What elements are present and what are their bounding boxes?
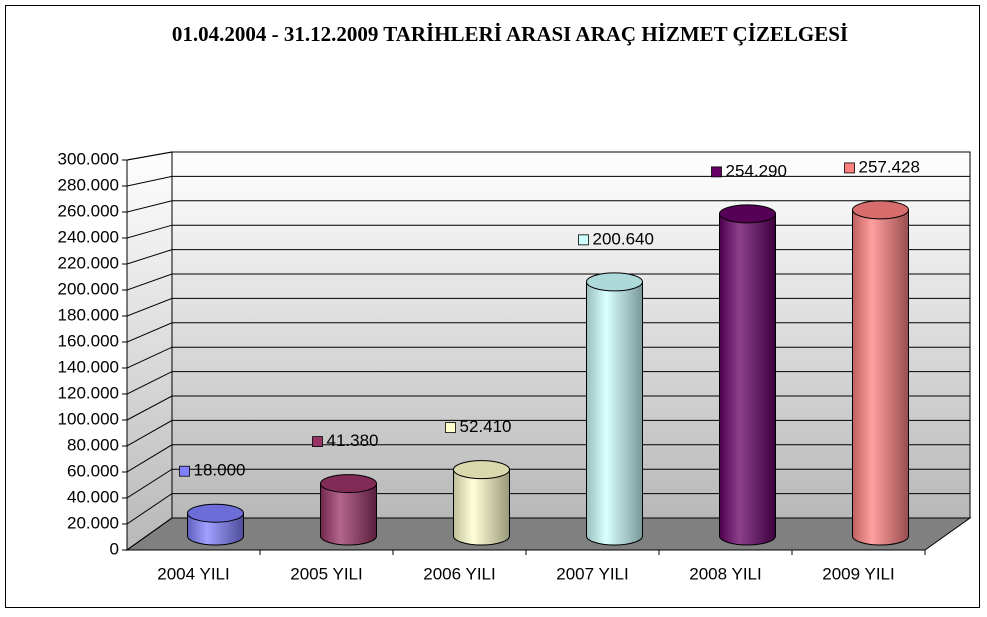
value-label: 254.290 <box>726 161 787 180</box>
bar-top <box>187 503 244 523</box>
y-tick-label: 100.000 <box>58 409 119 428</box>
grid-line <box>126 175 970 187</box>
value-label: 41.380 <box>327 431 379 450</box>
value-label-key <box>445 422 456 434</box>
grid-line <box>126 419 970 447</box>
floor <box>125 517 972 551</box>
y-tick-label: 140.000 <box>58 357 119 376</box>
y-tick-label: 120.000 <box>58 383 119 402</box>
grid-line <box>126 200 970 213</box>
back-wall <box>171 151 971 519</box>
x-tick-label: 2006 YILI <box>423 564 495 583</box>
value-label-key <box>844 162 855 174</box>
grid-line <box>126 444 970 473</box>
bar-top <box>320 474 377 494</box>
bar-top <box>453 460 510 480</box>
x-tick-label: 2005 YILI <box>290 564 362 583</box>
value-label: 200.640 <box>593 229 654 248</box>
y-tick-label: 60.000 <box>67 461 119 480</box>
grid-line <box>126 273 970 291</box>
grid-line <box>126 346 970 369</box>
y-tick-label: 220.000 <box>58 253 119 272</box>
value-label-key <box>312 436 323 447</box>
y-tick-label: 0 <box>110 539 119 558</box>
grid-line <box>126 371 970 395</box>
grid-line <box>126 224 970 239</box>
bar <box>453 469 510 546</box>
x-tick-label: 2004 YILI <box>157 564 229 583</box>
chart-frame <box>5 5 980 608</box>
bar-top <box>586 272 643 292</box>
y-tick-label: 260.000 <box>58 201 119 220</box>
grid-line <box>126 322 970 343</box>
chart-title: 01.04.2004 - 31.12.2009 TARİHLERİ ARASI … <box>171 22 849 46</box>
bar <box>719 213 776 546</box>
value-label: 18.000 <box>194 461 246 480</box>
grid-line <box>126 517 970 551</box>
y-tick-label: 240.000 <box>58 227 119 246</box>
grid-line <box>126 297 970 317</box>
y-tick-label: 160.000 <box>58 331 119 350</box>
y-tick-label: 20.000 <box>67 513 119 532</box>
grid-line <box>126 151 970 161</box>
x-tick-label: 2009 YILI <box>822 564 894 583</box>
y-tick-label: 40.000 <box>67 487 119 506</box>
grid-line <box>126 249 970 265</box>
value-label-key <box>578 234 589 246</box>
value-label-key <box>711 166 722 178</box>
bar-top <box>852 200 909 220</box>
y-tick-label: 300.000 <box>58 149 119 168</box>
grid-line <box>126 468 970 499</box>
grid-line <box>126 395 970 421</box>
y-tick-label: 280.000 <box>58 175 119 194</box>
value-label: 52.410 <box>460 417 512 436</box>
side-wall <box>126 151 173 551</box>
x-tick-label: 2007 YILI <box>556 564 628 583</box>
x-tick-label: 2008 YILI <box>689 564 761 583</box>
bar <box>852 209 909 546</box>
bar-top <box>719 204 776 224</box>
value-label-key <box>179 465 190 477</box>
bar <box>320 483 377 546</box>
value-label: 257.428 <box>859 157 920 176</box>
grid-line <box>126 493 970 525</box>
y-tick-label: 180.000 <box>58 305 119 324</box>
y-tick-label: 80.000 <box>67 435 119 454</box>
bar <box>586 281 643 546</box>
y-tick-label: 200.000 <box>58 279 119 298</box>
